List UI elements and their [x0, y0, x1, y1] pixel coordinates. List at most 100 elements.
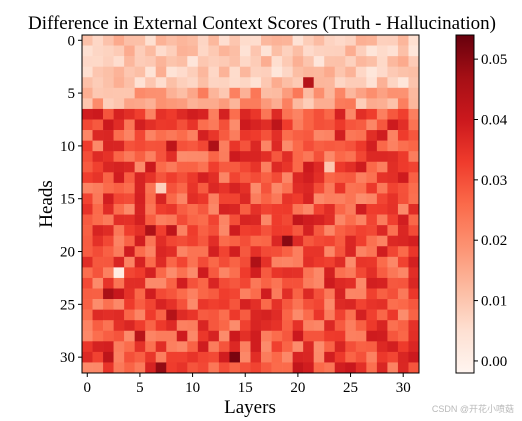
heatmap-cell [387, 56, 399, 67]
heatmap-cell [313, 87, 325, 99]
heatmap-cell [176, 98, 188, 110]
heatmap-cell [92, 330, 104, 342]
heatmap-cell [282, 77, 293, 89]
heatmap-cell [229, 225, 241, 236]
heatmap-cell [113, 299, 125, 310]
heatmap-cell [250, 66, 262, 78]
heatmap-cell [197, 235, 209, 247]
heatmap-cell [134, 119, 146, 131]
heatmap-cell [103, 362, 114, 374]
heatmap-cell [134, 330, 146, 342]
heatmap-cell [303, 267, 314, 279]
heatmap-cell [292, 320, 304, 332]
heatmap-cell [261, 320, 272, 332]
heatmap-cell [82, 309, 93, 321]
heatmap-cell [387, 277, 399, 289]
heatmap-cell [187, 256, 199, 268]
heatmap-cell [334, 341, 346, 353]
heatmap-cell [261, 299, 272, 310]
heatmap-cell [134, 56, 146, 67]
heatmap-cell [387, 246, 399, 258]
heatmap-cell [218, 225, 230, 236]
heatmap-cell [334, 288, 346, 300]
heatmap-cell [155, 130, 167, 141]
heatmap-cell [408, 277, 420, 289]
heatmap-cell [376, 140, 388, 152]
heatmap-cell [145, 193, 157, 205]
heatmap-cell [197, 299, 209, 310]
heatmap-cell [397, 66, 409, 78]
heatmap-cell [197, 151, 209, 163]
heatmap-cell [229, 277, 241, 289]
heatmap-cell [387, 267, 399, 279]
heatmap-cell [239, 182, 251, 194]
heatmap-cell [355, 108, 367, 120]
heatmap-cell [334, 256, 346, 268]
heatmap-cell [197, 309, 209, 321]
heatmap-cell [408, 309, 420, 321]
heatmap-cell [187, 130, 199, 141]
heatmap-cell [166, 246, 178, 258]
heatmap-cell [82, 320, 93, 332]
heatmap-cell [334, 309, 346, 321]
heatmap-cell [208, 77, 220, 89]
heatmap-cell [292, 225, 304, 236]
heatmap-cell [366, 256, 378, 268]
heatmap-cell [334, 151, 346, 163]
heatmap-cell [155, 87, 167, 99]
heatmap-cell [197, 98, 209, 110]
heatmap-cell [134, 140, 146, 152]
heatmap-cell [376, 151, 388, 163]
heatmap-cell [292, 161, 304, 173]
heatmap-cell [250, 193, 262, 205]
heatmap-cell [113, 35, 125, 46]
heatmap-cell [408, 225, 420, 236]
heatmap-cell [218, 267, 230, 279]
heatmap-cell [176, 309, 188, 321]
heatmap-cell [303, 320, 314, 332]
heatmap-cell [250, 299, 262, 310]
heatmap-cell [239, 172, 251, 184]
heatmap-cell [324, 299, 336, 310]
heatmap-cell [313, 77, 325, 89]
heatmap-cell [103, 277, 114, 289]
heatmap-cell [303, 193, 314, 205]
heatmap-cell [166, 172, 178, 184]
heatmap-cell [355, 77, 367, 89]
heatmap-cell [334, 351, 346, 363]
heatmap-cell [134, 130, 146, 141]
heatmap-cell [282, 256, 293, 268]
heatmap-cell [261, 182, 272, 194]
heatmap-cell [113, 66, 125, 78]
heatmap-cell [355, 235, 367, 247]
heatmap-cell [92, 288, 104, 300]
heatmap-cell [355, 341, 367, 353]
heatmap-cell [366, 193, 378, 205]
heatmap-cell [92, 214, 104, 226]
heatmap-cell [324, 214, 336, 226]
heatmap-cell [166, 204, 178, 215]
heatmap-cell [387, 66, 399, 78]
heatmap-cell [271, 130, 283, 141]
heatmap-cell [155, 362, 167, 374]
heatmap-cell [366, 108, 378, 120]
heatmap-cell [366, 320, 378, 332]
heatmap-cell [303, 351, 314, 363]
heatmap-cell [261, 330, 272, 342]
heatmap-cell [282, 341, 293, 353]
heatmap-cell [103, 299, 114, 310]
heatmap-cell [355, 66, 367, 78]
heatmap-cell [345, 256, 357, 268]
heatmap-cell [271, 246, 283, 258]
heatmap-cell [271, 98, 283, 110]
heatmap-cell [366, 87, 378, 99]
heatmap-cell [134, 172, 146, 184]
heatmap-cell [155, 151, 167, 163]
heatmap-cell [366, 66, 378, 78]
heatmap-cell [345, 309, 357, 321]
heatmap-cell [208, 87, 220, 99]
heatmap-cell [113, 45, 125, 57]
heatmap-cell [250, 235, 262, 247]
heatmap-cell [387, 87, 399, 99]
heatmap-cell [218, 130, 230, 141]
